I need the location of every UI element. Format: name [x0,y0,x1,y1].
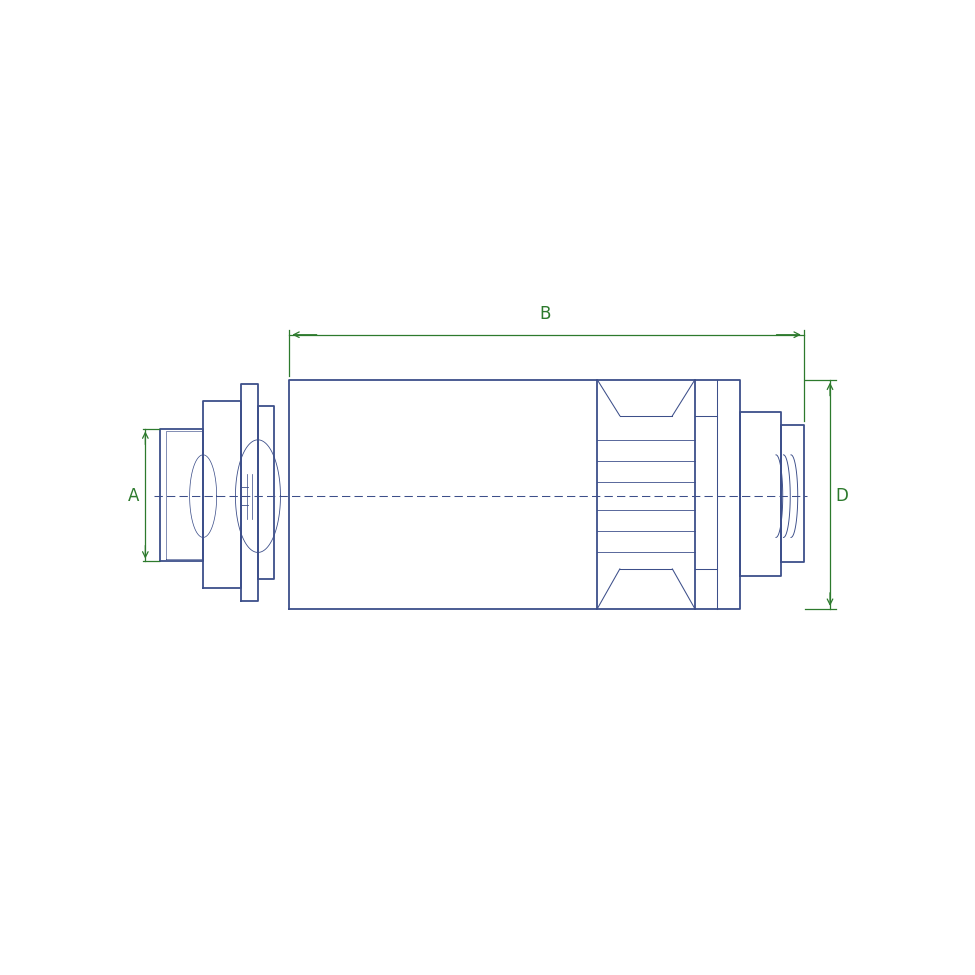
Text: B: B [539,305,551,323]
Text: D: D [836,488,848,505]
Text: A: A [128,488,139,505]
